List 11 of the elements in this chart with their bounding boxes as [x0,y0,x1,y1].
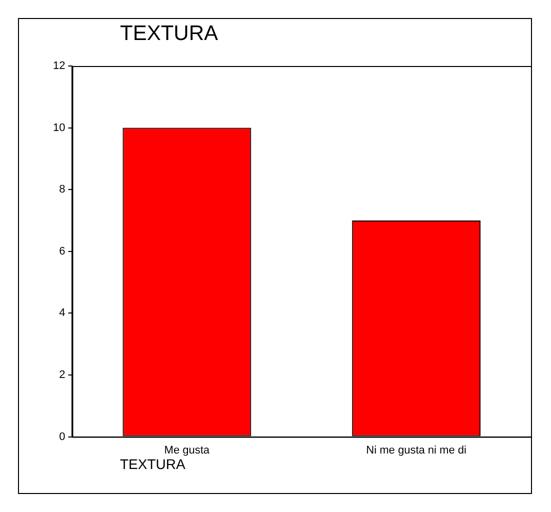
x-axis-title: TEXTURA [120,456,186,472]
y-tick-label: 2 [59,369,66,382]
chart-title: TEXTURA [120,22,218,46]
y-tick-label: 4 [59,307,66,320]
x-tick-label: Ni me gusta ni me di [366,444,466,456]
y-tick-label: 6 [59,245,66,258]
y-tick-label: 0 [59,430,66,443]
y-tick-label: 12 [52,60,66,72]
y-tick-label: 10 [52,122,66,134]
x-tick-label: Me gusta [164,444,210,456]
y-tick-label: 8 [59,184,66,196]
